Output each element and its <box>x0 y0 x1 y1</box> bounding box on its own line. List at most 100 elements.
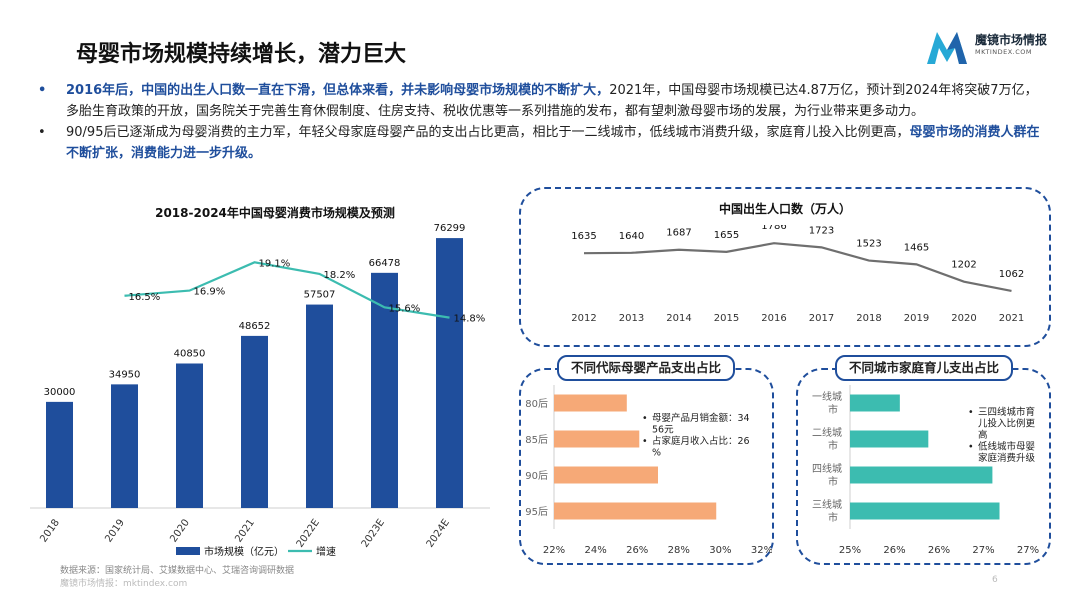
x-tick-2023E: 2023E <box>360 517 387 549</box>
bullet-marker: • <box>38 83 47 98</box>
bullet-list: • 2016年后，中国的出生人口数一直在下滑，但总体来看，并未影响母婴市场规模的… <box>38 80 1048 164</box>
bar-2019 <box>111 384 138 508</box>
birth-label-2017: 1723 <box>809 225 834 236</box>
growth-label-0: 16.5% <box>129 292 161 303</box>
growth-label-1: 16.9% <box>194 287 226 298</box>
bullet-text: 2021年，中国母婴市场规模已达4.87万亿，预计到2024年将突破7万亿，多胎… <box>66 83 1038 119</box>
x-tick-4: 27% <box>1017 545 1039 556</box>
birth-panel <box>519 187 1051 347</box>
bar-95后 <box>554 502 717 520</box>
x-tick-2018: 2018 <box>38 517 62 544</box>
bar-label-2019: 34950 <box>109 369 141 380</box>
x-tick-2: 26% <box>626 545 648 556</box>
chart-notes: 三四线城市育•儿投入比例更高低线城市母婴•家庭消费升级 <box>968 406 1036 464</box>
bullet-text: 90/95后已逐渐成为母婴消费的主力军，年轻父母家庭母婴产品的支出占比更高，相比… <box>66 125 910 140</box>
bar-二线城市 <box>850 430 929 448</box>
generation-spend-chart: 80后 85后 90后 95后 22% 24% 26% 28% 30% 32% 母婴产品月销金额：3… <box>525 385 772 556</box>
logo-name: 魔镜市场情报 <box>975 33 1048 47</box>
x-tick-0: 22% <box>543 545 565 556</box>
growth-label-4: 15.6% <box>389 303 421 314</box>
birth-x-tick-2020: 2020 <box>951 313 976 324</box>
page-title: 母婴市场规模持续增长，潜力巨大 <box>76 42 407 67</box>
legend-swatch-size <box>176 547 200 555</box>
x-tick-2024E: 2024E <box>425 517 452 549</box>
bar-label-2024E: 76299 <box>434 223 466 234</box>
x-tick-2: 26% <box>928 545 950 556</box>
legend-label-size: 市场规模（亿元） <box>204 545 284 558</box>
site-credit: 魔镜市场情报：mktindex.com <box>60 579 188 589</box>
x-tick-3: 28% <box>668 545 690 556</box>
bullet-highlight: 母婴市场的消费人群在不断扩张，消费能力进一步升级。 <box>66 125 1040 161</box>
x-tick-1: 26% <box>883 545 905 556</box>
bar-一线城市 <box>850 394 900 412</box>
y-tick-一线城市: 一线城市 <box>812 390 842 416</box>
birth-label-2014: 1687 <box>666 228 691 239</box>
birth-label-2021: 1062 <box>999 269 1024 280</box>
x-tick-3: 27% <box>972 545 994 556</box>
bar-label-2020: 40850 <box>174 348 206 359</box>
y-tick-三线城市: 三线城市 <box>812 498 842 524</box>
birth-x-tick-2012: 2012 <box>571 313 596 324</box>
x-tick-1: 24% <box>584 545 606 556</box>
x-tick-5: 32% <box>751 545 772 556</box>
bar-85后 <box>554 430 640 448</box>
bar-2020 <box>176 363 203 508</box>
x-tick-4: 30% <box>709 545 731 556</box>
y-tick-85后: 85后 <box>525 434 548 446</box>
birth-label-2016: 1786 <box>761 225 786 232</box>
birth-label-2018: 1523 <box>856 239 881 250</box>
x-tick-0: 25% <box>839 545 861 556</box>
bar-2021 <box>241 335 268 508</box>
y-tick-95后: 95后 <box>525 506 548 518</box>
birth-x-tick-2021: 2021 <box>999 313 1024 324</box>
x-tick-2020: 2020 <box>168 517 192 544</box>
birth-label-2020: 1202 <box>951 260 976 271</box>
generation-chart-title: 不同代际母婴产品支出占比 <box>557 355 735 381</box>
x-tick-2019: 2019 <box>103 517 127 544</box>
birth-label-2015: 1655 <box>714 230 739 241</box>
bar-label-2022E: 57507 <box>304 290 336 301</box>
birth-population-chart: 1635 2012 1640 2013 1687 2014 1655 2015 1786 2016… <box>571 225 1024 324</box>
bar-label-2021: 48652 <box>239 321 271 332</box>
birth-x-tick-2016: 2016 <box>761 313 786 324</box>
birth-label-2012: 1635 <box>571 231 596 242</box>
birth-label-2019: 1465 <box>904 242 929 253</box>
y-tick-90后: 90后 <box>525 470 548 482</box>
bar-2018 <box>46 401 73 508</box>
bar-2023E <box>371 272 398 508</box>
city-chart-title: 不同城市家庭育儿支出占比 <box>835 355 1013 381</box>
bullet-marker: • <box>38 125 46 140</box>
growth-label-2: 19.1% <box>259 258 291 269</box>
bar-2022E <box>306 304 333 508</box>
birth-x-tick-2018: 2018 <box>856 313 881 324</box>
logo-icon <box>927 32 967 64</box>
bar-label-2018: 30000 <box>44 387 76 398</box>
logo-url: MKTINDEX.COM <box>975 48 1033 56</box>
birth-x-tick-2014: 2014 <box>666 313 691 324</box>
x-tick-2022E: 2022E <box>295 517 322 549</box>
chart-notes: 母婴产品月销金额：34•56元占家庭月收入占比：26•% <box>642 412 750 459</box>
bar-90后 <box>554 466 658 484</box>
birth-x-tick-2019: 2019 <box>904 313 929 324</box>
bar-2024E <box>436 238 463 508</box>
birth-label-2013: 1640 <box>619 231 644 242</box>
birth-x-tick-2017: 2017 <box>809 313 834 324</box>
birth-chart-title: 中国出生人口数（万人） <box>718 202 851 216</box>
growth-label-5: 14.8% <box>454 314 486 325</box>
bullet-item-2: • 90/95后已逐渐成为母婴消费的主力军，年轻父母家庭母婴产品的支出占比更高，… <box>38 122 1048 164</box>
x-tick-2021: 2021 <box>233 517 257 544</box>
growth-label-3: 18.2% <box>324 270 356 281</box>
birth-line <box>583 242 1012 292</box>
bullet-highlight: 2016年后，中国的出生人口数一直在下滑，但总体来看，并未影响母婴市场规模的不断… <box>66 83 610 98</box>
birth-x-tick-2013: 2013 <box>619 313 644 324</box>
y-tick-80后: 80后 <box>525 398 548 410</box>
market-size-chart: 30000 2018 34950 2019 40850 2020 48652 2021 5750… <box>30 223 490 558</box>
data-source: 数据来源：国家统计局、艾媒数据中心、艾瑞咨询调研数据 <box>60 566 295 576</box>
bar-label-2023E: 66478 <box>369 258 401 269</box>
y-tick-二线城市: 二线城市 <box>812 426 842 452</box>
growth-line <box>124 261 450 319</box>
bar-四线城市 <box>850 466 993 484</box>
legend-label-growth: 增速 <box>316 545 336 558</box>
bar-三线城市 <box>850 502 1000 520</box>
